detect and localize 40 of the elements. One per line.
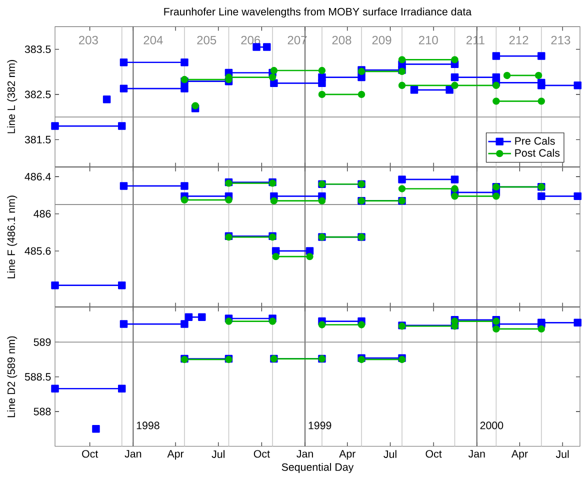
x-tick-label: Jul xyxy=(384,450,396,458)
annotation: 205 xyxy=(197,36,216,44)
annotation: 203 xyxy=(79,36,98,44)
ref-line-label: 2000 xyxy=(480,422,504,430)
x-tick-label: Jan xyxy=(468,450,485,458)
y-tick-label: 381.5 xyxy=(24,136,51,144)
legend-label: Post Cals xyxy=(515,148,560,157)
annotation: 213 xyxy=(551,36,570,44)
x-tick-label: Oct xyxy=(426,450,442,458)
chart-title: Fraunhofer Line wavelengths from MOBY surface Irradiance data xyxy=(164,8,472,18)
y-tick-label: 382.5 xyxy=(24,90,51,98)
y-tick-label: 486.4 xyxy=(24,172,51,180)
x-tick-label: Oct xyxy=(254,450,270,458)
y-tick-label: 588 xyxy=(34,408,51,416)
annotation: 204 xyxy=(144,36,163,44)
x-tick-label: Apr xyxy=(167,450,184,460)
legend-label: Pre Cals xyxy=(515,136,555,145)
x-tick-label: Jan xyxy=(124,450,142,458)
y-axis-title: Line L (382 nm) xyxy=(7,60,18,134)
y-tick-label: 589 xyxy=(34,338,51,346)
annotation: 206 xyxy=(241,36,260,44)
y-axis-title: Line F (486.1 nm) xyxy=(7,196,18,278)
y-tick-label: 383.5 xyxy=(24,46,51,54)
annotation: 212 xyxy=(509,36,528,44)
annotation: 210 xyxy=(418,36,438,44)
ref-line-label: 1999 xyxy=(308,422,332,430)
x-tick-label: Jul xyxy=(556,450,569,458)
ref-line-label: 1998 xyxy=(136,422,160,430)
y-axis-title: Line D2 (589 nm) xyxy=(7,336,18,418)
annotation: 209 xyxy=(372,36,392,44)
x-tick-label: Apr xyxy=(339,450,356,460)
annotation: 208 xyxy=(332,36,352,44)
x-tick-label: Apr xyxy=(511,450,528,460)
y-tick-label: 588.5 xyxy=(24,373,51,381)
y-tick-label: 485.6 xyxy=(24,247,51,255)
y-tick-label: 486 xyxy=(34,210,51,218)
x-axis-title: Sequential Day xyxy=(282,463,354,473)
x-tick-label: Jul xyxy=(212,450,224,458)
x-tick-label: Jan xyxy=(296,450,313,458)
x-tick-label: Oct xyxy=(82,450,98,458)
